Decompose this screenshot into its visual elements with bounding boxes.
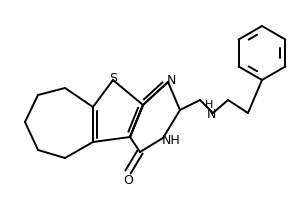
Text: N: N [206, 108, 216, 121]
Text: O: O [123, 173, 133, 186]
Text: H: H [205, 100, 213, 110]
Text: N: N [166, 73, 176, 86]
Text: S: S [109, 72, 117, 84]
Text: NH: NH [162, 134, 180, 146]
